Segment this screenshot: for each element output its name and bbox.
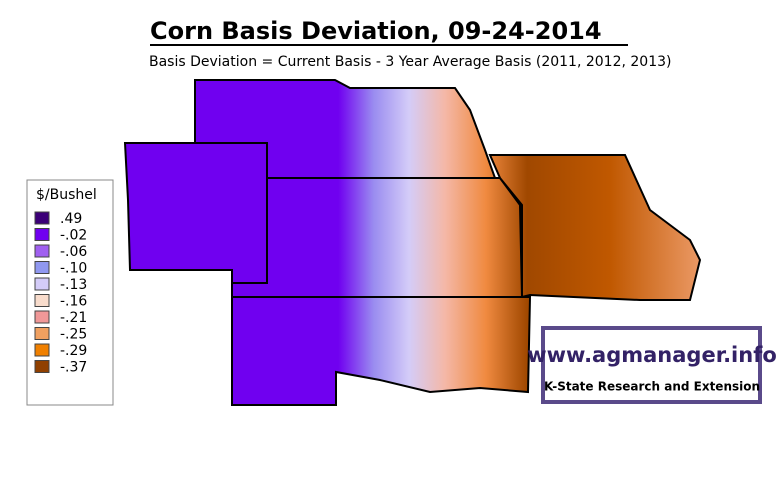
- missouri: [488, 154, 702, 301]
- kansas: [231, 177, 524, 298]
- legend-swatch: [34, 261, 50, 274]
- subtitle: Basis Deviation = Current Basis - 3 Year…: [149, 54, 671, 70]
- legend: $/Bushel .49-.02-.06-.10-.13-.16-.21-.25…: [34, 187, 97, 376]
- logo-url: www.agmanager.info: [527, 343, 777, 367]
- logo: www.agmanager.info K-State Research and …: [527, 326, 777, 404]
- title: Corn Basis Deviation, 09-24-2014: [150, 17, 602, 45]
- legend-swatch: [34, 360, 50, 373]
- legend-swatch: [34, 228, 50, 241]
- oklahoma: [231, 296, 532, 406]
- legend-label: -.29: [60, 343, 87, 359]
- logo-org: K-State Research and Extension: [544, 380, 760, 394]
- legend-swatch: [34, 211, 50, 225]
- map: [123, 79, 702, 406]
- legend-label: -.13: [60, 277, 87, 293]
- legend-swatch: [34, 343, 50, 357]
- legend-swatch: [34, 294, 50, 307]
- legend-label: -.21: [60, 310, 87, 326]
- legend-label: -.02: [60, 228, 87, 244]
- legend-swatch: [34, 244, 50, 258]
- logo-box: [541, 326, 762, 404]
- legend-label: -.10: [60, 261, 87, 277]
- legend-label: -.06: [60, 244, 87, 260]
- legend-swatch: [34, 277, 50, 291]
- legend-label: .49: [60, 211, 82, 227]
- legend-label: -.25: [60, 327, 87, 343]
- legend-swatch: [34, 310, 50, 324]
- colorado: [123, 142, 268, 284]
- legend-title: $/Bushel: [36, 187, 97, 203]
- legend-label: -.37: [60, 360, 87, 376]
- legend-swatch: [34, 327, 50, 340]
- legend-label: -.16: [60, 294, 87, 310]
